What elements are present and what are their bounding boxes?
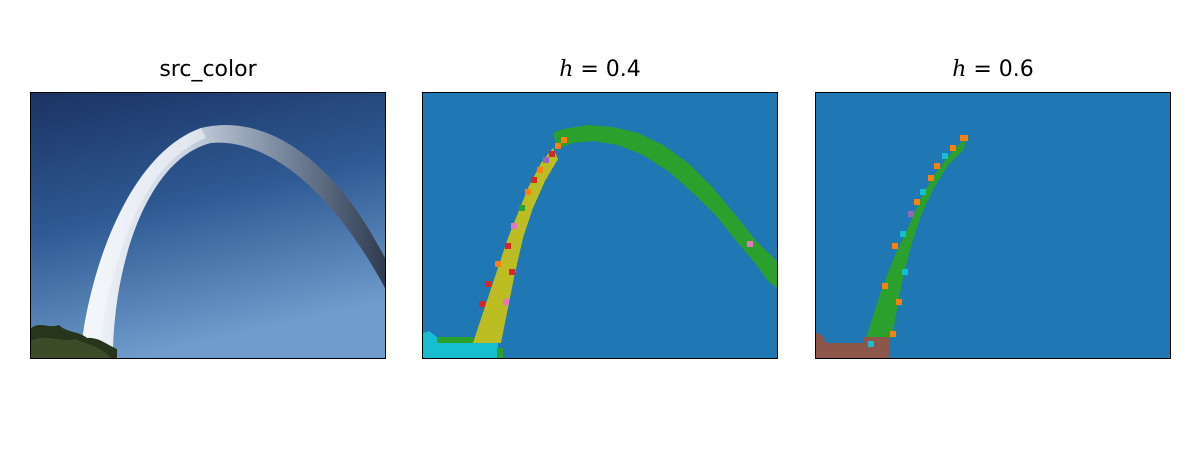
h-04-value: = 0.4 <box>573 57 641 82</box>
src-color-image <box>30 92 386 359</box>
arch-structure <box>81 124 385 348</box>
segment-background <box>816 93 1170 358</box>
segment-olive <box>473 148 558 343</box>
segment-green <box>553 125 777 288</box>
segmentation-h-06 <box>815 92 1171 359</box>
segmentation-map-h-04 <box>423 93 777 358</box>
panel-title-h-06: h = 0.6 <box>815 56 1171 84</box>
h-variable: h <box>559 57 574 82</box>
arch-photo <box>31 93 385 358</box>
segment-brown <box>816 333 890 358</box>
panel-title-src-color: src_color <box>30 56 386 84</box>
panel-title-h-04: h = 0.4 <box>422 56 778 84</box>
h-variable: h <box>952 57 967 82</box>
segment-green <box>866 137 966 338</box>
h-06-value: = 0.6 <box>966 57 1034 82</box>
src-color-title-text: src_color <box>159 57 257 82</box>
segmentation-map-h-06 <box>816 93 1170 358</box>
segmentation-h-04 <box>422 92 778 359</box>
